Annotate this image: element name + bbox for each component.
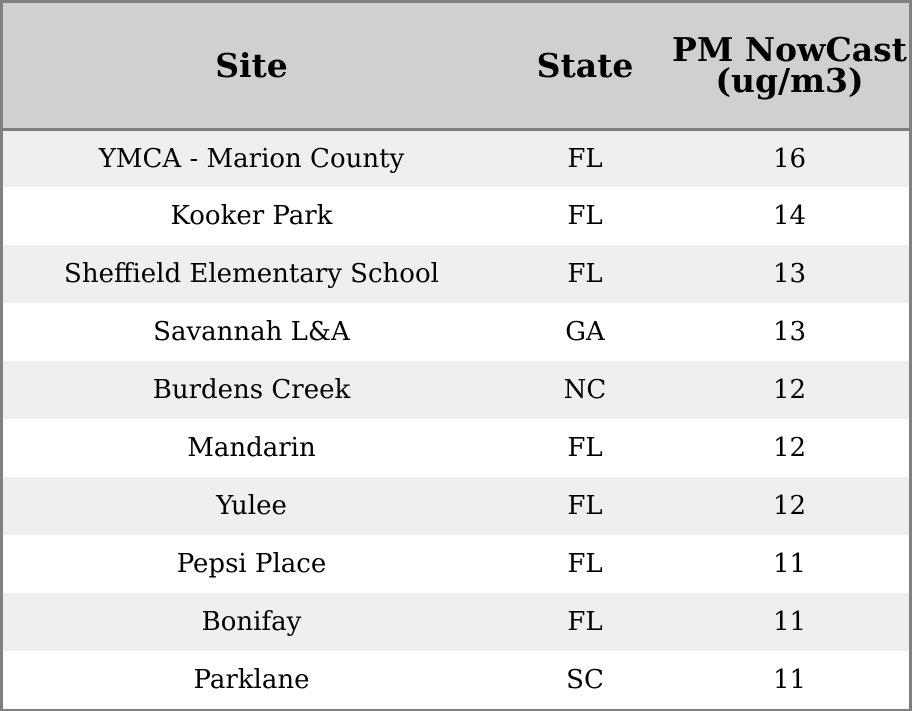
site-cell: Savannah L&A [153,317,350,347]
data-table: Site State PM NowCast (ug/m3) YMCA - Mar… [3,3,909,709]
state-cell: FL [567,607,603,637]
pm-nowcast-cell: 12 [772,433,807,463]
table-row: Pepsi Place FL 11 [3,535,909,593]
state-cell: NC [563,375,607,405]
table-body: YMCA - Marion County FL 16 Kooker Park FL 14 S… [3,129,909,709]
site-cell: Burdens Creek [152,375,351,405]
table-row: Kooker Park FL 14 [3,187,909,245]
state-cell: SC [566,665,604,695]
column-header-state: State [500,3,670,131]
site-cell: Mandarin [187,433,316,463]
site-cell: Yulee [216,491,287,521]
table-row: YMCA - Marion County FL 16 [3,129,909,187]
state-cell: GA [565,317,605,347]
pm-nowcast-cell: 12 [772,491,807,521]
state-cell: FL [567,259,603,289]
pm-nowcast-cell: 16 [772,143,807,174]
table-row: Parklane SC 11 [3,651,909,709]
table-row: Mandarin FL 12 [3,419,909,477]
table-row: Burdens Creek NC 12 [3,361,909,419]
site-cell: Bonifay [201,607,302,637]
table-row: Sheffield Elementary School FL 13 [3,245,909,303]
pm-nowcast-cell: 13 [772,317,807,347]
header-row: Site State PM NowCast (ug/m3) [3,3,909,131]
pm-nowcast-cell: 14 [772,201,807,231]
state-cell: FL [567,433,603,463]
pm-nowcast-cell: 11 [772,549,807,579]
site-cell: YMCA - Marion County [98,143,405,174]
pm-nowcast-cell: 12 [772,375,807,405]
column-header-site: Site [3,3,500,131]
table-header: Site State PM NowCast (ug/m3) [3,3,909,131]
table-row: Bonifay FL 11 [3,593,909,651]
table-row: Savannah L&A GA 13 [3,303,909,361]
site-cell: Pepsi Place [176,549,327,579]
state-cell: FL [567,143,603,174]
state-cell: FL [567,549,603,579]
state-cell: FL [567,491,603,521]
table-row: Yulee FL 12 [3,477,909,535]
pm-nowcast-cell: 13 [772,259,807,289]
pm-nowcast-cell: 11 [772,665,807,695]
column-header-pm-nowcast: PM NowCast (ug/m3) [670,3,909,131]
site-cell: Parklane [193,665,310,695]
state-cell: FL [567,201,603,231]
site-cell: Sheffield Elementary School [64,259,439,289]
pm-nowcast-cell: 11 [772,607,807,637]
site-cell: Kooker Park [170,201,333,231]
